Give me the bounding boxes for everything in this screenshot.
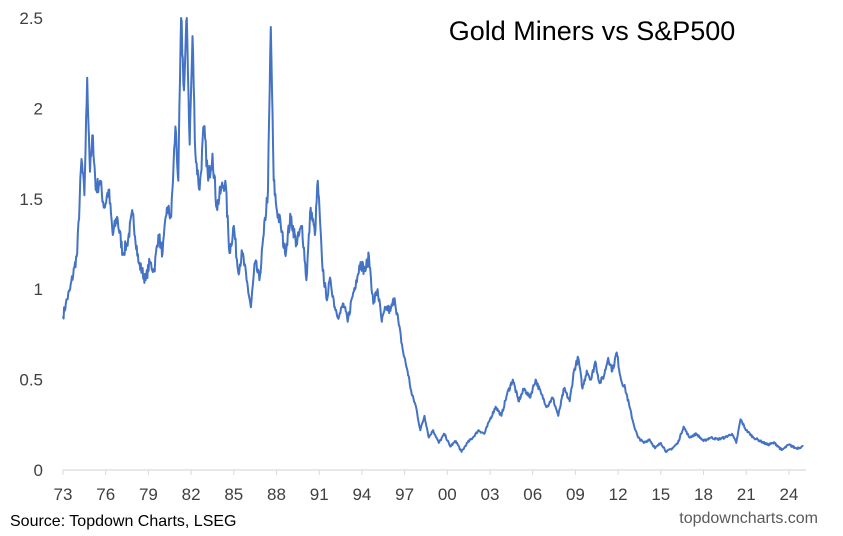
x-tick-label: 00 (438, 485, 457, 504)
brand-note: topdowncharts.com (679, 510, 818, 527)
y-tick-label: 2.5 (19, 9, 43, 28)
x-tick-label: 18 (694, 485, 713, 504)
y-tick-label: 0 (34, 461, 43, 480)
x-tick-label: 97 (395, 485, 414, 504)
x-tick-label: 76 (96, 485, 115, 504)
x-tick-label: 12 (609, 485, 628, 504)
series-line-gold-miners-vs-sp500 (62, 17, 804, 453)
x-tick-label: 21 (737, 485, 756, 504)
x-tick-label: 24 (779, 485, 798, 504)
x-tick-label: 73 (54, 485, 73, 504)
y-tick-label: 2 (34, 99, 43, 118)
y-tick-label: 1 (34, 280, 43, 299)
x-tick-label: 94 (352, 485, 371, 504)
x-tick-label: 85 (224, 485, 243, 504)
x-tick-label: 91 (310, 485, 329, 504)
x-tick-labels: 73 76 79 82 85 88 91 94 97 00 03 06 09 12 15 18 21 24 (54, 485, 799, 504)
x-tick-label: 03 (481, 485, 500, 504)
y-tick-labels: 0 0.5 1 1.5 2 2.5 (19, 9, 43, 480)
x-tick-label: 82 (182, 485, 201, 504)
chart-title: Gold Miners vs S&P500 (449, 16, 736, 46)
y-tick-label: 0.5 (19, 371, 43, 390)
x-tick-label: 88 (267, 485, 286, 504)
x-tick-marks (62, 470, 790, 475)
x-tick-label: 15 (651, 485, 670, 504)
x-tick-label: 06 (523, 485, 542, 504)
x-tick-label: 79 (139, 485, 158, 504)
x-tick-label: 09 (566, 485, 585, 504)
source-note: Source: Topdown Charts, LSEG (10, 513, 237, 530)
y-tick-label: 1.5 (19, 190, 43, 209)
